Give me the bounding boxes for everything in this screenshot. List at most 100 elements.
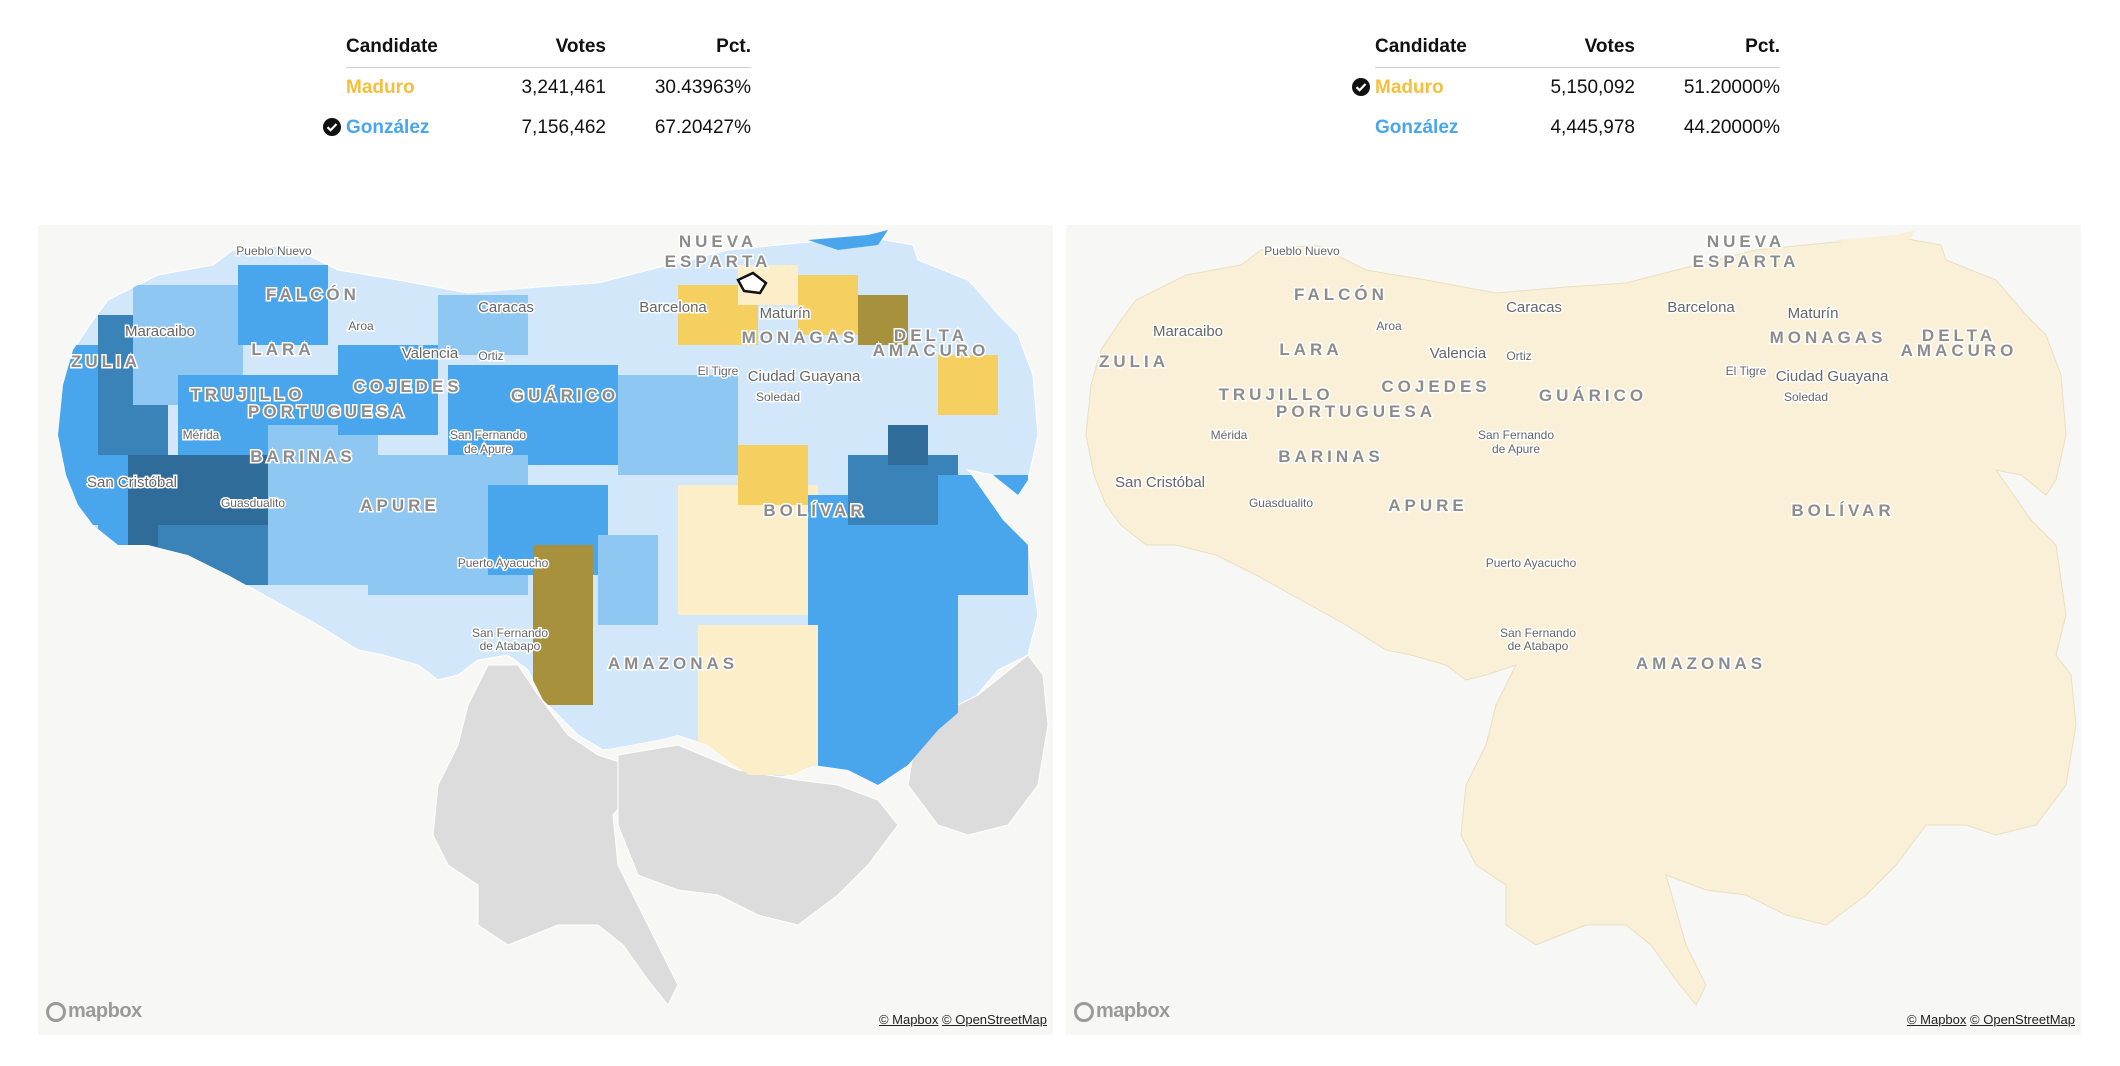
label-zulia: ZULIA	[1099, 352, 1169, 371]
land-base	[1085, 230, 2077, 1006]
candidate-pct: 67.20427%	[654, 117, 751, 138]
label-amazonas: AMAZONAS	[608, 654, 738, 673]
table-row: Maduro 3,241,461 30.43963%	[346, 68, 751, 109]
header-candidate: Candidate	[346, 36, 496, 68]
mapbox-logo-text: mapbox	[1096, 1000, 1170, 1022]
header-votes: Votes	[1525, 36, 1635, 68]
mapbox-attribution-link[interactable]: © Mapbox	[878, 1012, 939, 1027]
label-ciudad-guayana: Ciudad Guayana	[748, 368, 861, 385]
label-san-fernando: San Fernando	[1478, 428, 1554, 442]
label-ortiz: Ortiz	[1506, 349, 1531, 363]
label-barinas: BARINAS	[1278, 447, 1383, 466]
header-pct: Pct.	[606, 36, 751, 68]
patch	[533, 545, 593, 705]
label-merida: Mérida	[183, 428, 220, 442]
mapbox-attribution-link[interactable]: © Mapbox	[1906, 1012, 1967, 1027]
patch	[438, 295, 528, 355]
island	[808, 230, 888, 250]
candidate-name: Maduro	[1352, 68, 1525, 109]
label-valencia: Valencia	[402, 345, 459, 362]
patch	[798, 275, 858, 335]
label-falcon: FALCÓN	[1294, 285, 1388, 304]
results-table-left: Candidate Votes Pct. Maduro 3,241,461 30…	[323, 36, 751, 148]
winner-check-icon	[1352, 78, 1370, 96]
table-row: González 7,156,462 67.20427%	[323, 108, 751, 148]
patch	[58, 525, 98, 565]
header-pct: Pct.	[1635, 36, 1780, 68]
label-guarico: GUÁRICO	[1539, 386, 1647, 405]
header-votes: Votes	[496, 36, 606, 68]
label-caracas: Caracas	[478, 299, 534, 316]
label-esparta: ESPARTA	[1693, 252, 1800, 271]
results-map-left[interactable]: NUEVA ESPARTA FALCÓN ZULIA LARA TRUJILLO…	[38, 225, 1053, 1035]
label-sf-atabapo: San Fernando	[1500, 626, 1576, 640]
label-puerto-ayacucho: Puerto Ayacucho	[1486, 556, 1577, 570]
candidate-label: González	[1375, 117, 1459, 138]
table-row: Maduro 5,150,092 51.20000%	[1352, 68, 1780, 109]
island	[1836, 230, 1916, 250]
label-apure: APURE	[1388, 496, 1468, 515]
candidate-label: Maduro	[346, 77, 415, 98]
patch	[238, 265, 328, 345]
label-maracaibo: Maracaibo	[1153, 323, 1223, 340]
label-aroa: Aroa	[1376, 319, 1402, 333]
patch	[888, 425, 928, 465]
patch	[678, 485, 818, 615]
venezuela-map-svg[interactable]: NUEVA ESPARTA FALCÓN ZULIA LARA TRUJILLO…	[1066, 225, 2081, 1035]
label-barcelona: Barcelona	[639, 299, 707, 316]
label-de-atabapo: de Atabapo	[480, 639, 541, 653]
patch	[268, 425, 378, 585]
label-cojedes: COJEDES	[1381, 377, 1490, 396]
candidate-votes: 4,445,978	[1550, 117, 1635, 138]
label-trujillo: TRUJILLO	[1218, 385, 1333, 404]
label-guasdualito: Guasdualito	[1249, 496, 1313, 510]
label-de-apure: de Apure	[1492, 442, 1540, 456]
label-soledad: Soledad	[1784, 390, 1828, 404]
table-header-row: Candidate Votes Pct.	[1375, 36, 1780, 68]
label-amazonas: AMAZONAS	[1636, 654, 1766, 673]
results-map-right[interactable]: NUEVA ESPARTA FALCÓN ZULIA LARA TRUJILLO…	[1066, 225, 2081, 1035]
label-lara: LARA	[1279, 340, 1342, 359]
label-nueva: NUEVA	[679, 232, 757, 251]
patch	[938, 355, 998, 415]
label-aroa: Aroa	[348, 319, 374, 333]
map-attribution: © Mapbox © OpenStreetMap	[1907, 1012, 2075, 1027]
candidate-label: González	[346, 117, 430, 138]
label-soledad: Soledad	[756, 390, 800, 404]
label-bolivar: BOLÍVAR	[763, 501, 866, 520]
patch	[938, 475, 1028, 595]
map-attribution: © Mapbox © OpenStreetMap	[879, 1012, 1047, 1027]
label-pueblo-nuevo: Pueblo Nuevo	[1264, 244, 1340, 258]
map-labels-left: NUEVA ESPARTA FALCÓN ZULIA LARA TRUJILLO…	[69, 231, 990, 675]
label-de-atabapo: de Atabapo	[1508, 639, 1569, 653]
label-portuguesa: PORTUGUESA	[1276, 402, 1436, 421]
mapbox-logo[interactable]: mapbox	[1074, 1000, 1170, 1023]
label-san-cristobal: San Cristóbal	[87, 474, 177, 491]
label-guasdualito: Guasdualito	[221, 496, 285, 510]
patch	[698, 625, 818, 775]
osm-attribution-link[interactable]: © OpenStreetMap	[942, 1012, 1047, 1027]
label-amacuro: AMACURO	[873, 341, 990, 360]
label-monagas: MONAGAS	[742, 328, 859, 347]
candidate-name: González	[323, 108, 496, 148]
label-guarico: GUÁRICO	[511, 386, 619, 405]
label-el-tigre: El Tigre	[698, 364, 739, 378]
map-labels-right: NUEVA ESPARTA FALCÓN ZULIA LARA TRUJILLO…	[1097, 231, 2014, 675]
osm-attribution-link[interactable]: © OpenStreetMap	[1970, 1012, 2075, 1027]
label-bolivar: BOLÍVAR	[1791, 501, 1894, 520]
label-monagas: MONAGAS	[1770, 328, 1887, 347]
label-ortiz: Ortiz	[478, 349, 503, 363]
venezuela-map-svg[interactable]: NUEVA ESPARTA FALCÓN ZULIA LARA TRUJILLO…	[38, 225, 1053, 1035]
label-pueblo-nuevo: Pueblo Nuevo	[236, 244, 312, 258]
municipality-patches	[58, 265, 1028, 785]
label-nueva: NUEVA	[1707, 232, 1785, 251]
mapbox-logo[interactable]: mapbox	[46, 1000, 142, 1023]
candidate-votes: 7,156,462	[521, 117, 606, 138]
patch	[448, 365, 618, 465]
label-maracaibo: Maracaibo	[125, 323, 195, 340]
label-merida: Mérida	[1211, 428, 1248, 442]
winner-check-icon	[323, 118, 341, 136]
label-ciudad-guayana: Ciudad Guayana	[1776, 368, 1889, 385]
label-maturin: Maturín	[1788, 305, 1839, 322]
label-barcelona: Barcelona	[1667, 299, 1735, 316]
